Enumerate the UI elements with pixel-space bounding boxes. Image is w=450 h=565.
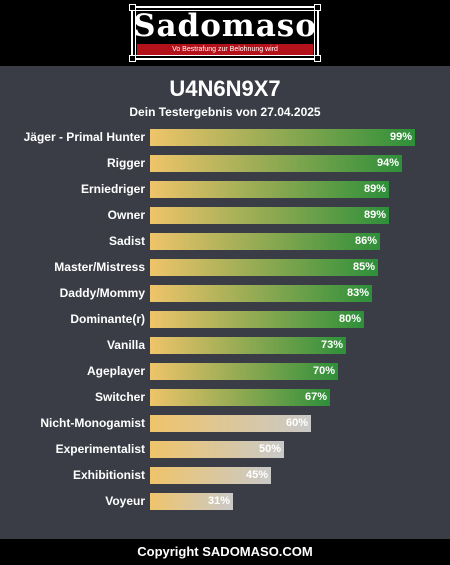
bar-label: Jäger - Primal Hunter — [23, 130, 145, 144]
bar-value-label: 89% — [363, 209, 386, 221]
page-subtitle: Dein Testergebnis von 27.04.2025 — [129, 105, 321, 119]
bar-label: Nicht-Monogamist — [40, 416, 145, 430]
bar: 86% — [150, 233, 380, 250]
logo-corner-ornament — [314, 4, 321, 11]
bar-value-label: 85% — [352, 261, 375, 273]
bar-label: Daddy/Mommy — [59, 286, 145, 300]
site-logo[interactable]: Sadomaso Vo Bestrafung zur Belohnung wir… — [129, 4, 321, 62]
bar-label: Rigger — [106, 156, 145, 170]
bar-label: Master/Mistress — [54, 260, 145, 274]
bar-value-label: 70% — [312, 365, 335, 377]
bar-label: Exhibitionist — [73, 468, 145, 482]
bar-label: Dominante(r) — [70, 312, 145, 326]
page-title: U4N6N9X7 — [169, 76, 281, 101]
logo-corner-ornament — [129, 55, 136, 62]
bar: 89% — [150, 207, 389, 224]
bar: 89% — [150, 181, 389, 198]
bar-label: Ageplayer — [86, 364, 145, 378]
bar: 60% — [150, 415, 311, 432]
bar-value-label: 73% — [320, 339, 343, 351]
bar-value-label: 50% — [258, 443, 281, 455]
bar-value-label: 83% — [346, 287, 369, 299]
footer: Copyright SADOMASO.COM — [0, 539, 450, 565]
bar-value-label: 89% — [363, 183, 386, 195]
bar: 80% — [150, 311, 364, 328]
bar: 83% — [150, 285, 372, 302]
bar-value-label: 45% — [245, 469, 268, 481]
bar: 99% — [150, 129, 415, 146]
bar-value-label: 99% — [389, 131, 412, 143]
logo-corner-ornament — [314, 55, 321, 62]
logo-frame — [135, 10, 315, 56]
bar: 50% — [150, 441, 284, 458]
bar-label: Erniedriger — [80, 182, 145, 196]
bar-value-label: 60% — [285, 417, 308, 429]
bar-value-label: 31% — [207, 495, 230, 507]
bar-value-label: 86% — [354, 235, 377, 247]
bar: 45% — [150, 467, 271, 484]
bar-value-label: 67% — [304, 391, 327, 403]
logo-text: Sadomaso — [133, 8, 317, 44]
bar-label: Sadist — [108, 234, 145, 248]
logo-corner-ornament — [129, 4, 136, 11]
copyright-text: Copyright SADOMASO.COM — [137, 544, 313, 559]
bar-label: Switcher — [94, 390, 145, 404]
bar-label: Voyeur — [105, 494, 145, 508]
bar-value-label: 94% — [376, 157, 399, 169]
bar-value-label: 80% — [338, 313, 361, 325]
bar-label: Owner — [107, 208, 145, 222]
bar: 67% — [150, 389, 330, 406]
bar-label: Experimentalist — [55, 442, 145, 456]
logo-tagline: Vo Bestrafung zur Belohnung wird — [137, 44, 313, 55]
bar-label: Vanilla — [106, 338, 145, 352]
bar: 70% — [150, 363, 338, 380]
bar: 85% — [150, 259, 378, 276]
bar: 31% — [150, 493, 233, 510]
top-bar: Sadomaso Vo Bestrafung zur Belohnung wir… — [0, 0, 450, 66]
bar: 94% — [150, 155, 402, 172]
bar: 73% — [150, 337, 346, 354]
